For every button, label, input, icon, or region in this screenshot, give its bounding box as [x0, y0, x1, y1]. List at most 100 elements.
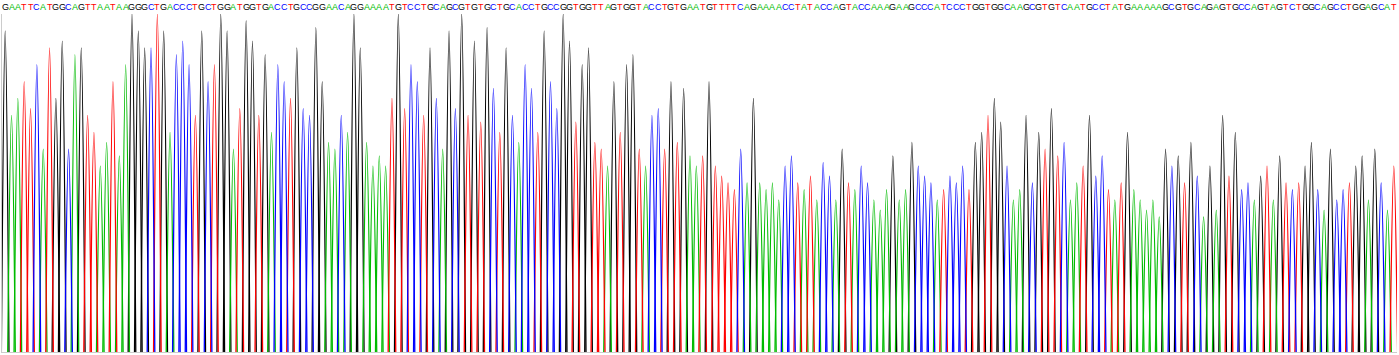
svg-text:G: G — [427, 2, 434, 12]
svg-text:G: G — [1086, 2, 1093, 12]
svg-text:G: G — [319, 2, 326, 12]
svg-text:C: C — [205, 2, 212, 12]
svg-text:G: G — [471, 2, 478, 12]
svg-text:G: G — [541, 2, 548, 12]
svg-text:G: G — [1124, 2, 1131, 12]
svg-text:G: G — [357, 2, 364, 12]
svg-text:T: T — [674, 2, 680, 12]
svg-text:A: A — [693, 2, 699, 12]
svg-text:G: G — [446, 2, 453, 12]
svg-text:T: T — [1391, 2, 1397, 12]
svg-text:T: T — [712, 2, 718, 12]
svg-text:C: C — [1099, 2, 1106, 12]
svg-text:G: G — [1308, 2, 1315, 12]
svg-text:T: T — [662, 2, 668, 12]
svg-text:A: A — [903, 2, 909, 12]
svg-text:G: G — [889, 2, 896, 12]
svg-text:T: T — [85, 2, 91, 12]
svg-text:T: T — [731, 2, 737, 12]
svg-text:A: A — [1321, 2, 1327, 12]
svg-text:T: T — [21, 2, 27, 12]
svg-text:G: G — [1175, 2, 1182, 12]
svg-text:C: C — [553, 2, 560, 12]
svg-text:C: C — [921, 2, 928, 12]
svg-text:A: A — [9, 2, 15, 12]
svg-text:A: A — [1270, 2, 1276, 12]
svg-text:A: A — [1067, 2, 1073, 12]
svg-text:A: A — [1131, 2, 1137, 12]
svg-text:G: G — [484, 2, 491, 12]
svg-text:C: C — [490, 2, 497, 12]
svg-text:A: A — [643, 2, 649, 12]
svg-text:A: A — [1137, 2, 1143, 12]
svg-text:C: C — [148, 2, 155, 12]
svg-text:G: G — [198, 2, 205, 12]
svg-text:C: C — [1340, 2, 1347, 12]
svg-text:G: G — [629, 2, 636, 12]
svg-text:C: C — [782, 2, 789, 12]
svg-text:C: C — [414, 2, 421, 12]
svg-text:T: T — [985, 2, 991, 12]
svg-text:A: A — [1074, 2, 1080, 12]
svg-text:G: G — [978, 2, 985, 12]
svg-text:A: A — [345, 2, 351, 12]
svg-text:A: A — [332, 2, 338, 12]
svg-text:G: G — [1023, 2, 1030, 12]
svg-text:T: T — [795, 2, 801, 12]
svg-text:T: T — [91, 2, 97, 12]
svg-text:T: T — [592, 2, 598, 12]
svg-text:T: T — [598, 2, 604, 12]
svg-text:T: T — [807, 2, 813, 12]
svg-text:A: A — [884, 2, 890, 12]
svg-text:T: T — [1182, 2, 1188, 12]
svg-text:C: C — [1238, 2, 1245, 12]
svg-text:C: C — [33, 2, 40, 12]
svg-text:C: C — [858, 2, 865, 12]
svg-text:C: C — [509, 2, 516, 12]
svg-text:A: A — [40, 2, 46, 12]
svg-text:G: G — [59, 2, 66, 12]
svg-text:G: G — [1371, 2, 1378, 12]
svg-text:G: G — [141, 2, 148, 12]
svg-text:C: C — [274, 2, 281, 12]
svg-text:G: G — [224, 2, 231, 12]
svg-text:C: C — [186, 2, 193, 12]
svg-text:C: C — [179, 2, 186, 12]
svg-text:T: T — [154, 2, 160, 12]
svg-text:C: C — [306, 2, 313, 12]
svg-text:A: A — [440, 2, 446, 12]
svg-text:G: G — [991, 2, 998, 12]
svg-text:T: T — [573, 2, 579, 12]
svg-text:G: G — [680, 2, 687, 12]
svg-text:C: C — [1004, 2, 1011, 12]
svg-text:G: G — [1206, 2, 1213, 12]
svg-text:C: C — [1168, 2, 1175, 12]
svg-text:G: G — [585, 2, 592, 12]
svg-text:C: C — [433, 2, 440, 12]
svg-text:A: A — [364, 2, 370, 12]
svg-text:C: C — [407, 2, 414, 12]
svg-text:A: A — [383, 2, 389, 12]
svg-text:A: A — [877, 2, 883, 12]
svg-text:A: A — [1384, 2, 1390, 12]
svg-text:G: G — [52, 2, 59, 12]
svg-text:A: A — [326, 2, 332, 12]
svg-text:C: C — [864, 2, 871, 12]
svg-text:T: T — [1105, 2, 1111, 12]
svg-text:C: C — [1061, 2, 1068, 12]
svg-text:C: C — [788, 2, 795, 12]
svg-text:T: T — [47, 2, 53, 12]
svg-text:A: A — [1150, 2, 1156, 12]
svg-text:C: C — [953, 2, 960, 12]
svg-text:G: G — [610, 2, 617, 12]
svg-text:C: C — [522, 2, 529, 12]
svg-text:G: G — [1359, 2, 1366, 12]
svg-text:T: T — [1080, 2, 1086, 12]
svg-text:A: A — [268, 2, 274, 12]
svg-text:C: C — [946, 2, 953, 12]
svg-text:A: A — [167, 2, 173, 12]
svg-text:A: A — [1144, 2, 1150, 12]
svg-text:G: G — [908, 2, 915, 12]
svg-text:G: G — [217, 2, 224, 12]
svg-text:T: T — [636, 2, 642, 12]
